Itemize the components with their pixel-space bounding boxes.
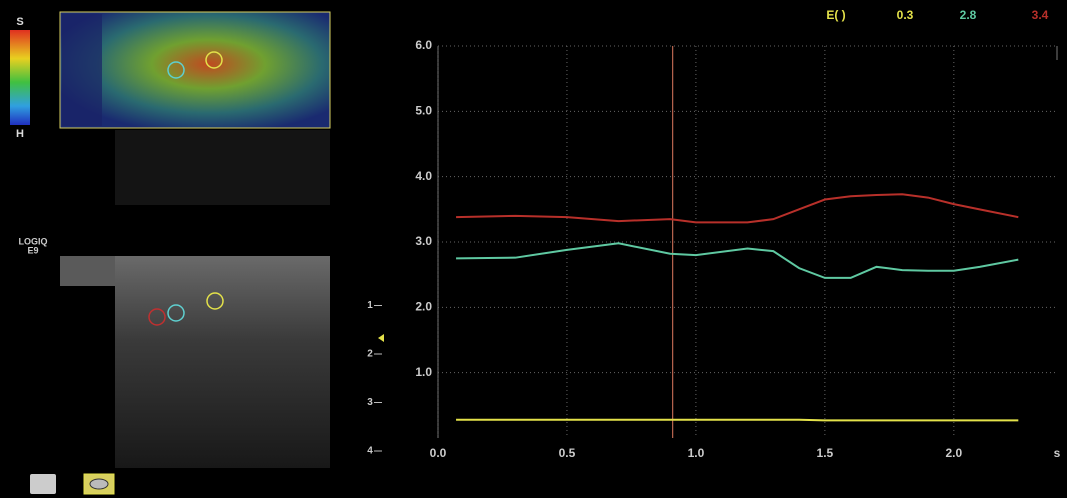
roi-circle [167, 61, 185, 79]
focus-marker [378, 334, 384, 342]
depth-label: 4 [367, 446, 373, 457]
y-tick-label: 1.0 [415, 365, 432, 379]
device-name: LOGIQ [19, 236, 48, 246]
roi-circle [206, 292, 224, 310]
y-tick-label: 6.0 [415, 38, 432, 52]
depth-label: 1 [367, 300, 373, 311]
image-edge [60, 256, 115, 286]
x-unit: s [1054, 446, 1061, 460]
x-tick-label: 1.5 [817, 446, 834, 460]
roi-circle [205, 51, 223, 69]
series-line [456, 418, 1019, 422]
legend-entry: 3.4 [1032, 8, 1049, 22]
roi-circle [148, 308, 166, 326]
color-bar [10, 30, 30, 125]
series-line [456, 193, 1019, 224]
roi-circle [167, 304, 185, 322]
legend-entry: 2.8 [960, 8, 977, 22]
x-tick-label: 1.0 [688, 446, 705, 460]
y-tick-label: 5.0 [415, 104, 432, 118]
trace-tool-icon[interactable] [30, 474, 56, 494]
x-tick-label: 0.5 [559, 446, 576, 460]
legend-entry: 0.3 [897, 8, 914, 22]
device-name: E9 [27, 245, 38, 255]
y-tick-label: 4.0 [415, 169, 432, 183]
x-tick-label: 2.0 [945, 446, 962, 460]
color-bar-top: S [16, 16, 23, 28]
depth-label: 3 [367, 397, 373, 408]
ellipse-icon [89, 478, 109, 490]
elastography-image [59, 11, 331, 129]
color-bar-bottom: H [16, 128, 24, 140]
legend-title: E( ) [826, 8, 845, 22]
series-line [456, 242, 1019, 279]
image-shadow [115, 130, 330, 205]
x-tick-label: 0.0 [430, 446, 447, 460]
y-tick-label: 3.0 [415, 234, 432, 248]
image-edge [62, 14, 102, 126]
image-edge [60, 256, 115, 468]
y-tick-label: 2.0 [415, 300, 432, 314]
depth-label: 2 [367, 349, 373, 360]
